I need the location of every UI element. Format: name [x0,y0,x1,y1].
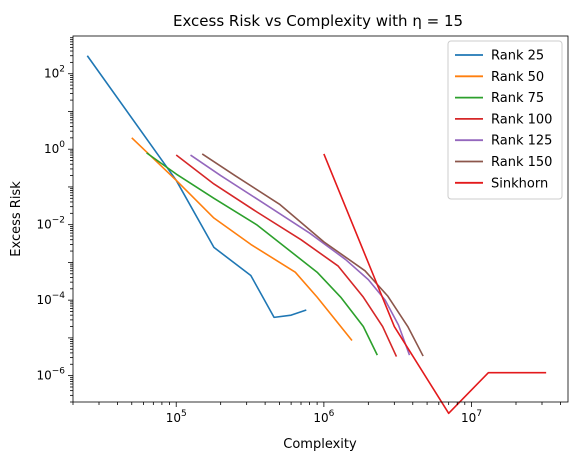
chart-title: Excess Risk vs Complexity with η = 15 [173,12,463,30]
x-tick-label: 106 [313,409,334,425]
series-line-rank-75 [146,152,379,356]
series-line-rank-125 [190,154,411,356]
plot-frame [72,35,569,403]
legend-label: Rank 25 [491,49,544,64]
series-line-rank-150 [201,153,424,357]
y-axis: 10−6 10−4 10−2 100 102 [36,37,73,403]
x-axis: 105 106 107 [72,402,561,425]
y-tick-label: 10−2 [36,216,65,232]
y-tick-label: 10−6 [36,367,65,383]
series-line-sinkhorn [323,153,547,415]
legend-box [447,40,563,200]
series-line-rank-50 [131,137,353,342]
x-tick-label: 107 [461,409,482,425]
legend-label: Sinkhorn [491,176,548,191]
y-tick-label: 102 [44,65,65,81]
legend-label: Rank 150 [491,155,552,170]
y-tick-label: 100 [44,140,65,156]
y-tick-label: 10−4 [36,291,65,307]
series-layer [86,55,547,415]
x-tick-label: 105 [166,409,187,425]
legend-label: Rank 75 [491,91,544,106]
legend: Rank 25 Rank 50 Rank 75 Rank 100 Rank 125 Ran… [447,40,563,200]
legend-label: Rank 50 [491,70,544,85]
legend-label: Rank 100 [491,112,552,127]
series-line-rank-100 [175,154,398,357]
legend-label: Rank 125 [491,134,552,149]
x-axis-label: Complexity [283,437,357,452]
y-axis-label: Excess Risk [9,181,24,257]
